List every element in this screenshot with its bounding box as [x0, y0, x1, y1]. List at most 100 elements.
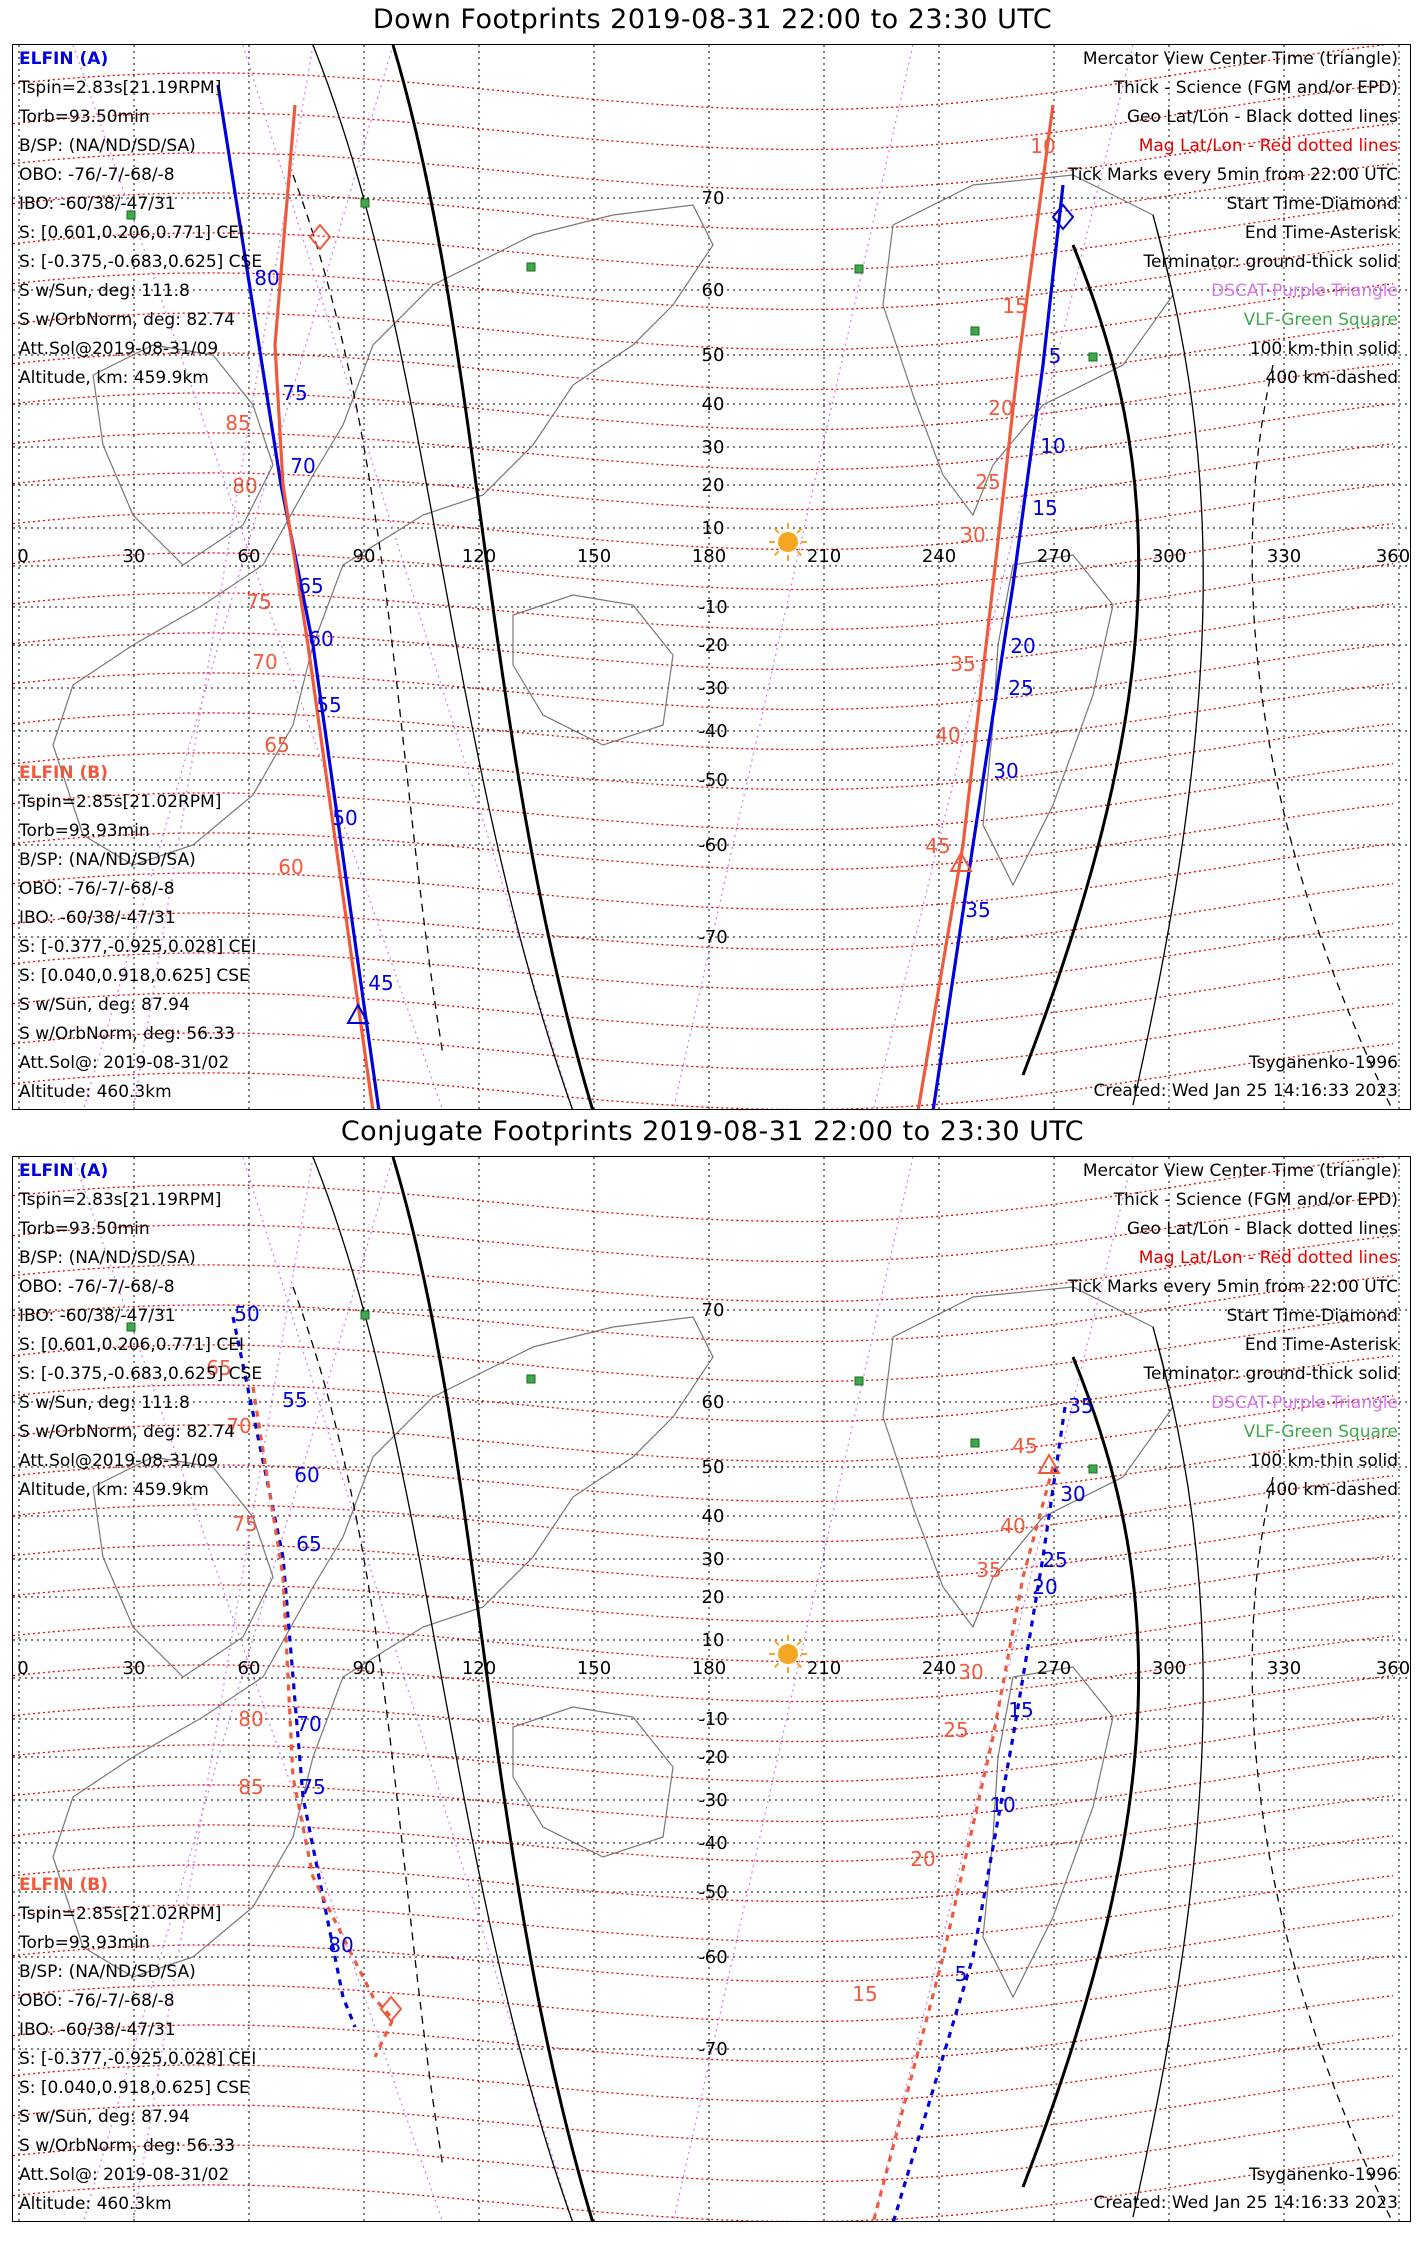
sc-a-tick-label: 15: [1032, 496, 1057, 520]
sc-a-tick-label: 65: [296, 1532, 321, 1556]
mag-latitude-line: [13, 2035, 1394, 2103]
lon-tick-label: 300: [1152, 1658, 1186, 1679]
down-sc-b-line: S: [0.040,0.918,0.625] CSE: [19, 966, 250, 986]
sun-ray: [796, 550, 803, 557]
mag-latitude-line: [13, 723, 1394, 791]
lon-tick-label: 90: [353, 546, 376, 567]
lat-tick-label: 70: [702, 1300, 725, 1321]
sc-b-tick-label: 40: [1000, 1514, 1025, 1538]
conj-sc-a-line: OBO: -76/-7/-68/-8: [19, 1277, 175, 1297]
down-sc-a-line: Tspin=2.83s[21.19RPM]: [19, 78, 222, 98]
conj-sc-b-line: OBO: -76/-7/-68/-8: [19, 1991, 175, 2011]
mag-longitude-line: [82, 1157, 394, 2221]
mag-latitude-line: [13, 963, 1394, 1031]
legend-geo-grid: Geo Lat/Lon - Black dotted lines: [1126, 107, 1398, 127]
lon-tick-label: 60: [238, 546, 261, 567]
vlf-green-square-icon: [970, 1438, 980, 1448]
legend-400km: 400 km-dashed: [1265, 368, 1398, 388]
sc-b-center-triangle-icon: [1037, 1452, 1061, 1474]
sc-a-tick-label: 65: [298, 574, 323, 598]
sc-b-tick-label: 20: [910, 1847, 935, 1871]
lon-tick-label: 330: [1267, 1658, 1301, 1679]
sc-a-tick-label: 35: [1068, 1394, 1093, 1418]
terminator-100km-line: [1132, 214, 1204, 1106]
conj-sc-b-line: S w/OrbNorm, deg: 56.33: [19, 2136, 236, 2156]
down-sc-a-line: Att.Sol@2019-08-31/09: [19, 339, 219, 359]
mag-latitude-line: [13, 563, 1394, 631]
mag-latitude-line: [13, 443, 1394, 511]
sc-a-tick-label: 75: [282, 381, 307, 405]
down-sc-b-line: Att.Sol@: 2019-08-31/02: [19, 1053, 230, 1073]
sc-a-tick-label: 50: [332, 806, 357, 830]
conj-sc-a-line: IBO: -60/38/-47/31: [19, 1306, 176, 1326]
sc-a-tick-label: 70: [290, 454, 315, 478]
vlf-green-square-icon: [526, 1374, 536, 1384]
down-sc-a-line: IBO: -60/38/-47/31: [19, 194, 176, 214]
lon-tick-label: 210: [807, 546, 841, 567]
lon-tick-label: 120: [462, 546, 496, 567]
mag-latitude-line: [13, 683, 1394, 751]
terminator-100km-line: [312, 45, 573, 1109]
continent-outline: [92, 1456, 274, 1678]
legend-tick-marks: Tick Marks every 5min from 22:00 UTC: [1067, 165, 1398, 185]
sc-b-tick-label: 75: [232, 1512, 257, 1536]
lat-tick-label: 10: [702, 518, 725, 539]
mag-latitude-line: [13, 763, 1394, 831]
continent-outline: [512, 594, 674, 746]
mag-latitude-line: [13, 163, 1394, 231]
lat-tick-label: -20: [698, 635, 727, 656]
lat-tick-label: 50: [702, 345, 725, 366]
sc-b-tick-label: 20: [988, 396, 1013, 420]
continent-outline: [52, 204, 714, 866]
conj-sc-a-info: ELFIN (A) Tspin=2.83s[21.19RPM] Torb=93.…: [19, 1157, 262, 1505]
sun-icon: [778, 1644, 798, 1664]
lat-tick-label: -40: [698, 721, 727, 742]
conj-sc-a-name: ELFIN (A): [19, 1161, 109, 1181]
sun-ray: [773, 527, 780, 534]
mag-latitude-line: [13, 1915, 1394, 1983]
lat-tick-label: 60: [702, 280, 725, 301]
sc-a-tick-label: 10: [1040, 434, 1065, 458]
conj-sc-b-line: Att.Sol@: 2019-08-31/02: [19, 2165, 230, 2185]
lon-tick-label: 30: [123, 546, 146, 567]
mag-latitude-line: [13, 1755, 1394, 1823]
down-model-label: Tsyganenko-1996: [1248, 1053, 1398, 1073]
lon-tick-label: 150: [577, 546, 611, 567]
down-sc-b-info: ELFIN (B) Tspin=2.85s[21.02RPM] Torb=93.…: [19, 759, 256, 1107]
mag-latitude-line: [13, 2115, 1394, 2183]
vlf-green-square-icon: [526, 262, 536, 272]
down-footprints-panel: Down Footprints 2019-08-31 22:00 to 23:3…: [12, 4, 1411, 1110]
conj-sc-b-line: IBO: -60/38/-47/31: [19, 2020, 176, 2040]
conj-sc-a-line: B/SP: (NA/ND/SD/SA): [19, 1248, 196, 1268]
down-sc-b-line: Torb=93.93min: [19, 821, 150, 841]
down-sc-b-line: OBO: -76/-7/-68/-8: [19, 879, 175, 899]
sc-b-tick-label: 35: [976, 1558, 1001, 1582]
mag-latitude-line: [13, 1675, 1394, 1743]
mag-latitude-line: [13, 1995, 1394, 2063]
lat-tick-label: -30: [698, 678, 727, 699]
vlf-green-square-icon: [1088, 352, 1098, 362]
legend-vlf: VLF-Green Square: [1243, 1422, 1398, 1442]
sc-a-tick-label: 60: [308, 627, 333, 651]
down-sc-a-info: ELFIN (A) Tspin=2.83s[21.19RPM] Torb=93.…: [19, 45, 262, 393]
down-sc-b-line: B/SP: (NA/ND/SD/SA): [19, 850, 196, 870]
mag-longitude-line: [672, 45, 914, 1109]
sc-a-tick-label: 35: [965, 898, 990, 922]
sc-b-tick-label: 25: [975, 470, 1000, 494]
mag-longitude-line: [72, 45, 443, 1109]
mag-latitude-line: [13, 1955, 1394, 2023]
conj-sc-b-line: Altitude: 460.3km: [19, 2194, 172, 2214]
mag-latitude-line: [13, 1795, 1394, 1863]
conj-model-label: Tsyganenko-1996: [1248, 2165, 1398, 2185]
lon-tick-label: 360: [1376, 1658, 1410, 1679]
sc-b-tick-label: 60: [278, 855, 303, 879]
mag-latitude-line: [13, 83, 1394, 151]
sc-b-tick-label: 30: [960, 523, 985, 547]
sc-b-east-track: [916, 104, 1055, 1109]
mag-latitude-line: [13, 1195, 1394, 1263]
terminator-400km-line: [292, 1286, 444, 2168]
lon-tick-label: 150: [577, 1658, 611, 1679]
lat-tick-label: 30: [702, 437, 725, 458]
terminator-400km-line: [292, 174, 444, 1056]
down-sc-b-line: IBO: -60/38/-47/31: [19, 908, 176, 928]
